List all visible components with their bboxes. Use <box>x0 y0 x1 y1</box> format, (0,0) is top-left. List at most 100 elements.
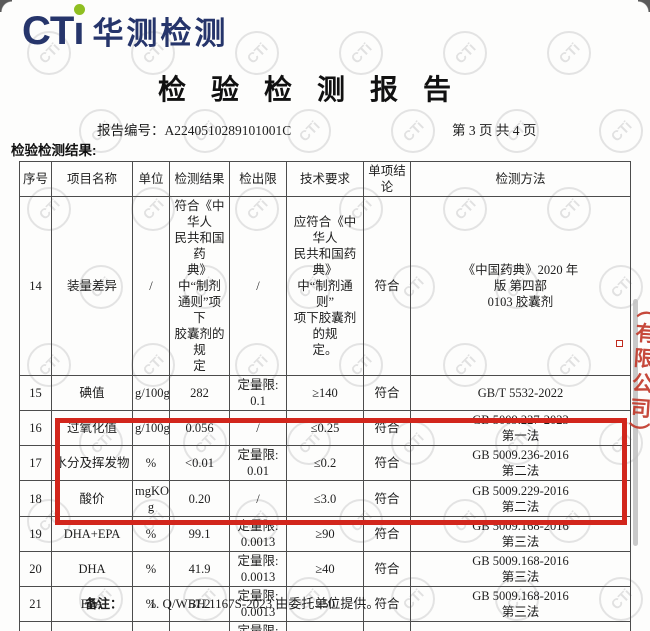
table-cell: DHA <box>51 551 133 587</box>
table-cell: 定量限: 0.1 <box>229 375 287 411</box>
table-row: 14 装量差异 / 符合《中华人 民共和国药 典》中“制剂 通则”项下 胶囊剂的规 定… <box>19 196 631 376</box>
table-cell: / <box>132 196 170 376</box>
table-cell: μg/kg <box>132 621 170 631</box>
table-cell: 定量限: 0.0013 <box>229 551 287 587</box>
table-cell: 16 <box>19 410 52 446</box>
table-row: 15 碘值 g/100g 282 定量限: 0.1 ≥140 符合 GB/T 5532-202… <box>19 375 631 411</box>
table-cell: 定量限: 0.5 <box>229 621 287 631</box>
table-cell: 符合《中华人 民共和国药 典》中“制剂 通则”项下 胶囊剂的规 定 <box>169 196 230 376</box>
table-cell: 符合 <box>363 621 411 631</box>
cti-logo-chinese: 华测检测 <box>92 16 229 51</box>
report-number: 报告编号：A2240510289101001C <box>97 119 291 139</box>
table-cell: GB 5009.227-2023 第一法 <box>410 410 631 446</box>
table-cell: 定量限: 0.0013 <box>229 516 287 552</box>
table-cell: mgKOH/ g <box>132 480 170 517</box>
note-text: 1. Q/WBH 1167S-2023 由委托单位提供。 <box>149 596 380 611</box>
table-cell: 过氧化值 <box>51 410 133 446</box>
table-cell: GB 5009.168-2016 第三法 <box>410 551 631 587</box>
table-cell: 符合 <box>363 410 411 446</box>
report-title: 检 验 检 测 报 告 <box>157 75 460 106</box>
report-number-value: A2240510289101001C <box>164 123 292 138</box>
results-table: 序号 项目名称 单位 检测结果 检出限 技术要求 单项结论 检测方法 14 装量差异 / 符合《中华… <box>19 161 631 631</box>
table-row: 17 水分及挥发物% <0.01 定量限: 0.01 ≤0.2 符合 GB 5009.236… <box>19 445 631 481</box>
cti-logo: CTı 华测检测 <box>22 4 229 53</box>
table-cell: g/100g <box>132 375 170 411</box>
table-cell: GB 5009.168-2016 第三法 <box>410 516 631 552</box>
table-cell: 符合 <box>363 586 411 622</box>
table-cell: ≤10.0 <box>286 621 364 631</box>
table-cell: 15 <box>19 375 52 411</box>
table-row: 16 过氧化值 g/100g 0.056/≤0.25 符合 GB 5009.227-202… <box>19 410 631 446</box>
table-cell: ≥40 <box>286 551 364 587</box>
table-cell: ≤3.0 <box>286 480 364 517</box>
table-cell: GB 5009.229-2016 第二法 <box>410 480 631 517</box>
table-cell: % <box>132 445 170 481</box>
table-cell: % <box>132 551 170 587</box>
table-cell: 酸价 <box>51 480 133 517</box>
table-cell: 定量限: 0.01 <box>229 445 287 481</box>
table-header-row: 序号 项目名称 单位 检测结果 检出限 技术要求 单项结论 检测方法 <box>19 161 631 197</box>
seal-red-dot <box>616 340 623 347</box>
cti-logo-text: CTı <box>22 9 84 53</box>
table-cell: 0.20 <box>169 480 230 517</box>
table-cell: 符合 <box>363 480 411 517</box>
column-header: 检测结果 <box>169 161 230 197</box>
table-cell: 22 <box>19 621 52 631</box>
page-indicator: 第 3 页 共 4 页 <box>452 123 537 138</box>
table-cell: 282 <box>169 375 230 411</box>
table-cell: GB 5009.27-2016 <box>410 621 631 631</box>
table-cell: 定量限: 0.0013 <box>229 586 287 622</box>
table-cell: 水分及挥发物 <box>51 445 133 481</box>
table-cell: GB 5009.236-2016 第二法 <box>410 445 631 481</box>
table-cell: ≥90 <box>286 516 364 552</box>
table-cell: 《中国药典》2020 年 版 第四部 0103 胶囊剂 <box>410 196 631 376</box>
cti-logo-wordmark: CTı <box>22 4 86 53</box>
table-cell: 未检出 <box>169 621 230 631</box>
table-cell: 20 <box>19 551 52 587</box>
column-header: 检测方法 <box>410 161 631 197</box>
table-cell: / <box>229 196 287 376</box>
report-number-label: 报告编号： <box>97 123 165 138</box>
table-cell: / <box>229 480 287 517</box>
table-cell: 18 <box>19 480 52 517</box>
table-cell: 0.056 <box>169 410 230 446</box>
table-row: 20 DHA% 41.9 定量限: 0.0013 ≥40 符合 GB 5009.168-20… <box>19 551 631 587</box>
results-heading: 检验检测结果: <box>11 143 97 158</box>
table-cell: ≥140 <box>286 375 364 411</box>
column-header: 序号 <box>19 161 52 197</box>
table-cell: g/100g <box>132 410 170 446</box>
table-cell: 碘值 <box>51 375 133 411</box>
note-line: 备注： 1. Q/WBH 1167S-2023 由委托单位提供。 <box>85 593 379 612</box>
table-cell: 应符合《中华人 民共和国药典》 中“制剂通则” 项下胶囊剂的规 定。 <box>286 196 364 376</box>
table-cell: 符合 <box>363 375 411 411</box>
column-header: 单位 <box>132 161 170 197</box>
table-cell: 符合 <box>363 445 411 481</box>
table-cell: 符合 <box>363 196 411 376</box>
cti-logo-green-dot-icon <box>74 4 86 15</box>
table-cell: % <box>132 516 170 552</box>
table-cell: <0.01 <box>169 445 230 481</box>
table-cell: GB/T 5532-2022 <box>410 375 631 411</box>
table-cell: 符合 <box>363 551 411 587</box>
column-header: 技术要求 <box>286 161 364 197</box>
table-cell: 19 <box>19 516 52 552</box>
column-header: 项目名称 <box>51 161 133 197</box>
table-cell: DHA+EPA <box>51 516 133 552</box>
note-label: 备注： <box>85 597 123 611</box>
table-cell: 苯并[a]芘 <box>51 621 133 631</box>
table-cell: 21 <box>19 586 52 622</box>
table-cell: 41.9 <box>169 551 230 587</box>
table-row: 21 EPA% 57.2 定量限: 0.0013 ≥50 符合 GB 5009.168-20… <box>19 586 631 622</box>
table-cell: 99.1 <box>169 516 230 552</box>
column-header: 检出限 <box>229 161 287 197</box>
table-cell: 装量差异 <box>51 196 133 376</box>
table-cell: / <box>229 410 287 446</box>
table-row: 19 DHA+EPA% 99.1 定量限: 0.0013 ≥90 符合 GB 5009.16… <box>19 516 631 552</box>
scan-shadow-strip <box>633 299 638 546</box>
table-cell: 17 <box>19 445 52 481</box>
table-cell: EPA <box>51 586 133 622</box>
table-cell: GB 5009.168-2016 第三法 <box>410 586 631 622</box>
